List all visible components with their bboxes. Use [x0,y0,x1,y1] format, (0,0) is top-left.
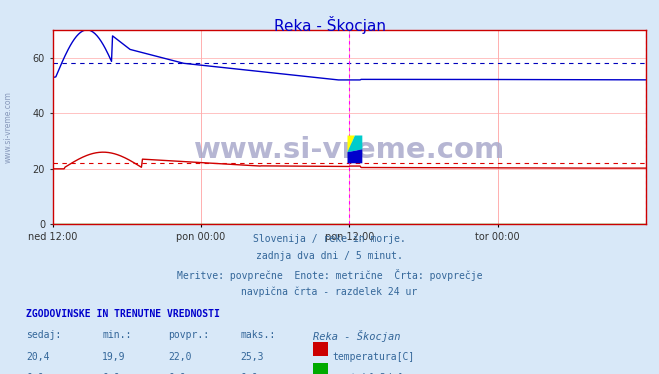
Text: 19,9: 19,9 [102,352,126,362]
Text: Reka - Škocjan: Reka - Škocjan [273,16,386,34]
Text: min.:: min.: [102,330,132,340]
Text: 25,3: 25,3 [241,352,264,362]
Text: 0,0: 0,0 [168,373,186,374]
Text: maks.:: maks.: [241,330,275,340]
Text: 0,0: 0,0 [102,373,120,374]
Text: zadnja dva dni / 5 minut.: zadnja dva dni / 5 minut. [256,251,403,261]
Polygon shape [347,135,362,152]
Text: Reka - Škocjan: Reka - Škocjan [313,330,401,342]
Text: Slovenija / reke in morje.: Slovenija / reke in morje. [253,234,406,244]
Text: navpična črta - razdelek 24 ur: navpična črta - razdelek 24 ur [241,286,418,297]
Text: 0,0: 0,0 [241,373,258,374]
Text: 0,0: 0,0 [26,373,44,374]
Text: temperatura[C]: temperatura[C] [333,352,415,362]
Text: www.si-vreme.com: www.si-vreme.com [3,91,13,163]
Text: www.si-vreme.com: www.si-vreme.com [194,137,505,165]
Text: 22,0: 22,0 [168,352,192,362]
Text: ZGODOVINSKE IN TRENUTNE VREDNOSTI: ZGODOVINSKE IN TRENUTNE VREDNOSTI [26,309,220,319]
Polygon shape [347,149,362,163]
Text: 20,4: 20,4 [26,352,50,362]
Polygon shape [347,135,355,152]
Text: povpr.:: povpr.: [168,330,209,340]
Text: sedaj:: sedaj: [26,330,61,340]
Text: Meritve: povprečne  Enote: metrične  Črta: povprečje: Meritve: povprečne Enote: metrične Črta:… [177,269,482,281]
Text: pretok[m3/s]: pretok[m3/s] [333,373,403,374]
